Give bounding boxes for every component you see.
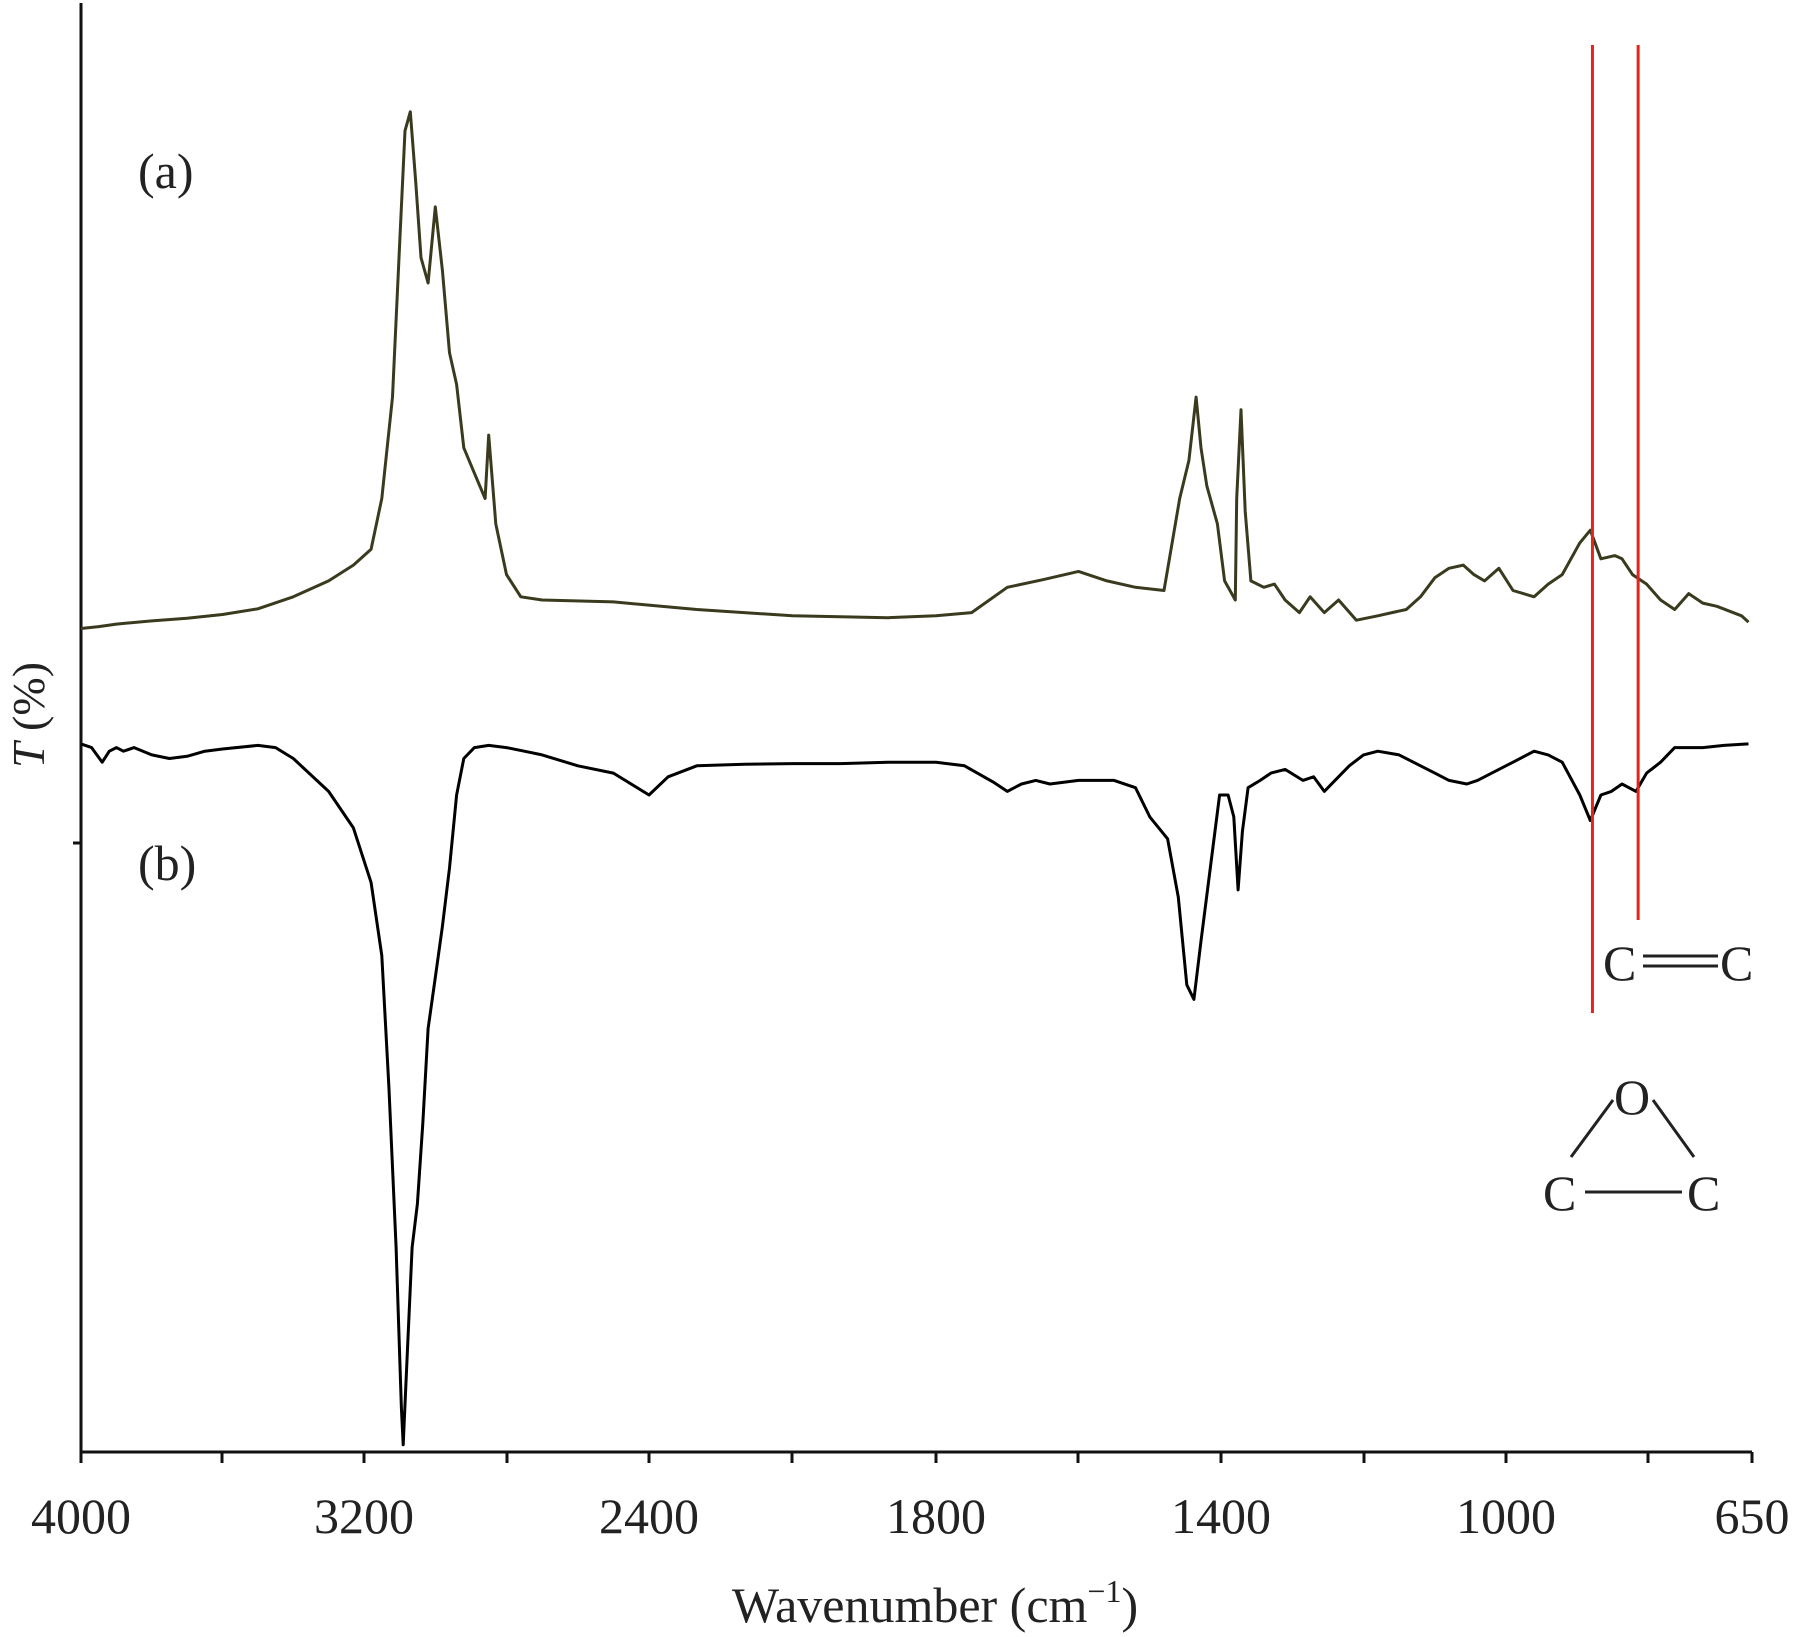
cc-double-left-atom: C bbox=[1603, 935, 1636, 991]
x-axis-title: Wavenumber (cm−1) bbox=[732, 1573, 1138, 1633]
x-tick-label-1000: 1000 bbox=[1456, 1488, 1556, 1544]
epoxide-bond-left bbox=[1569, 1099, 1615, 1158]
epoxide-right-carbon-atom: C bbox=[1687, 1165, 1720, 1221]
x-tick-label-2400: 2400 bbox=[599, 1488, 699, 1544]
series-a-line bbox=[80, 110, 1750, 630]
x-tick-label-1400: 1400 bbox=[1171, 1488, 1271, 1544]
series-a-label: (a) bbox=[138, 143, 194, 199]
epoxide-ring-annotation: O C C bbox=[1543, 1069, 1720, 1221]
y-axis-title: T (%) bbox=[3, 662, 54, 768]
cc-double-bond-annotation: C C bbox=[1603, 935, 1753, 991]
series-b-label: (b) bbox=[138, 835, 196, 891]
epoxide-left-carbon-atom: C bbox=[1543, 1165, 1576, 1221]
x-tick-label-1800: 1800 bbox=[886, 1488, 986, 1544]
plot-area: 4000 3200 2400 1800 1400 1000 650 bbox=[31, 3, 1790, 1544]
x-tick-label-650: 650 bbox=[1715, 1488, 1790, 1544]
cc-double-right-atom: C bbox=[1720, 935, 1753, 991]
epoxide-oxygen-atom: O bbox=[1614, 1069, 1650, 1125]
x-tick-label-4000: 4000 bbox=[31, 1488, 131, 1544]
x-tick-label-3200: 3200 bbox=[314, 1488, 414, 1544]
epoxide-bond-right bbox=[1651, 1099, 1696, 1158]
series-b-line bbox=[80, 742, 1749, 1447]
